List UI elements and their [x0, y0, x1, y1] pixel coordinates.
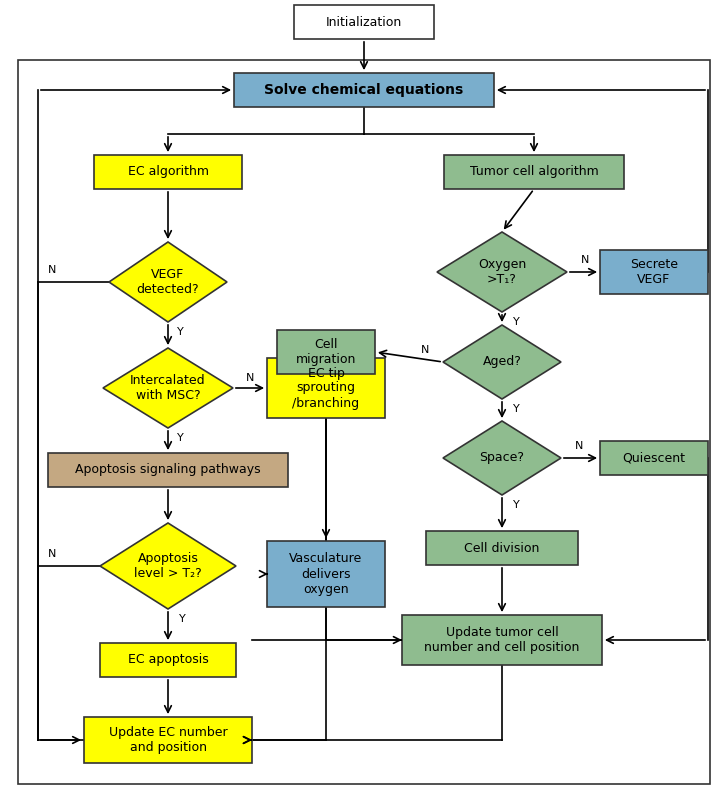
Polygon shape: [109, 242, 227, 322]
Text: Tumor cell algorithm: Tumor cell algorithm: [470, 165, 598, 178]
Polygon shape: [443, 421, 561, 495]
Text: EC apoptosis: EC apoptosis: [127, 654, 208, 666]
Polygon shape: [437, 232, 567, 312]
Text: Solve chemical equations: Solve chemical equations: [264, 83, 464, 97]
Text: N: N: [246, 373, 254, 383]
Text: Oxygen
>T₁?: Oxygen >T₁?: [478, 258, 526, 286]
Text: Y: Y: [177, 433, 183, 443]
Bar: [234, 73, 494, 107]
Bar: [277, 330, 375, 374]
Text: N: N: [581, 255, 589, 265]
Polygon shape: [443, 325, 561, 399]
Text: Quiescent: Quiescent: [622, 451, 686, 464]
Polygon shape: [103, 348, 233, 428]
Bar: [48, 453, 288, 487]
Bar: [426, 531, 578, 565]
Text: Y: Y: [177, 327, 183, 337]
Text: Y: Y: [178, 614, 186, 624]
Text: Aged?: Aged?: [483, 356, 521, 368]
Bar: [267, 358, 385, 418]
Bar: [600, 250, 708, 294]
Bar: [600, 441, 708, 475]
Text: Update EC number
and position: Update EC number and position: [108, 726, 227, 754]
Bar: [100, 643, 236, 677]
Text: Secrete
VEGF: Secrete VEGF: [630, 258, 678, 286]
Text: Apoptosis
level > T₂?: Apoptosis level > T₂?: [134, 552, 202, 580]
Text: N: N: [575, 441, 583, 451]
Text: Y: Y: [513, 317, 519, 327]
Text: EC algorithm: EC algorithm: [127, 165, 208, 178]
Polygon shape: [100, 523, 236, 609]
Bar: [402, 615, 602, 665]
Text: Update tumor cell
number and cell position: Update tumor cell number and cell positi…: [424, 626, 579, 654]
Text: Apoptosis signaling pathways: Apoptosis signaling pathways: [75, 463, 261, 476]
Text: Vasculature
delivers
oxygen: Vasculature delivers oxygen: [289, 552, 363, 595]
Text: EC tip
sprouting
/branching: EC tip sprouting /branching: [293, 367, 360, 410]
Bar: [84, 717, 252, 763]
Text: Cell division: Cell division: [464, 542, 539, 555]
Text: N: N: [48, 265, 56, 275]
Bar: [444, 155, 624, 189]
Text: VEGF
detected?: VEGF detected?: [137, 268, 199, 296]
Text: N: N: [48, 549, 56, 559]
Text: Intercalated
with MSC?: Intercalated with MSC?: [130, 374, 206, 402]
Bar: [267, 541, 385, 607]
Bar: [94, 155, 242, 189]
Text: Initialization: Initialization: [326, 15, 402, 29]
Text: Y: Y: [513, 404, 519, 414]
Bar: [294, 5, 434, 39]
Text: Space?: Space?: [480, 451, 524, 464]
Text: Y: Y: [513, 500, 519, 510]
Text: Cell
migration: Cell migration: [296, 338, 356, 366]
Text: N: N: [421, 345, 430, 355]
